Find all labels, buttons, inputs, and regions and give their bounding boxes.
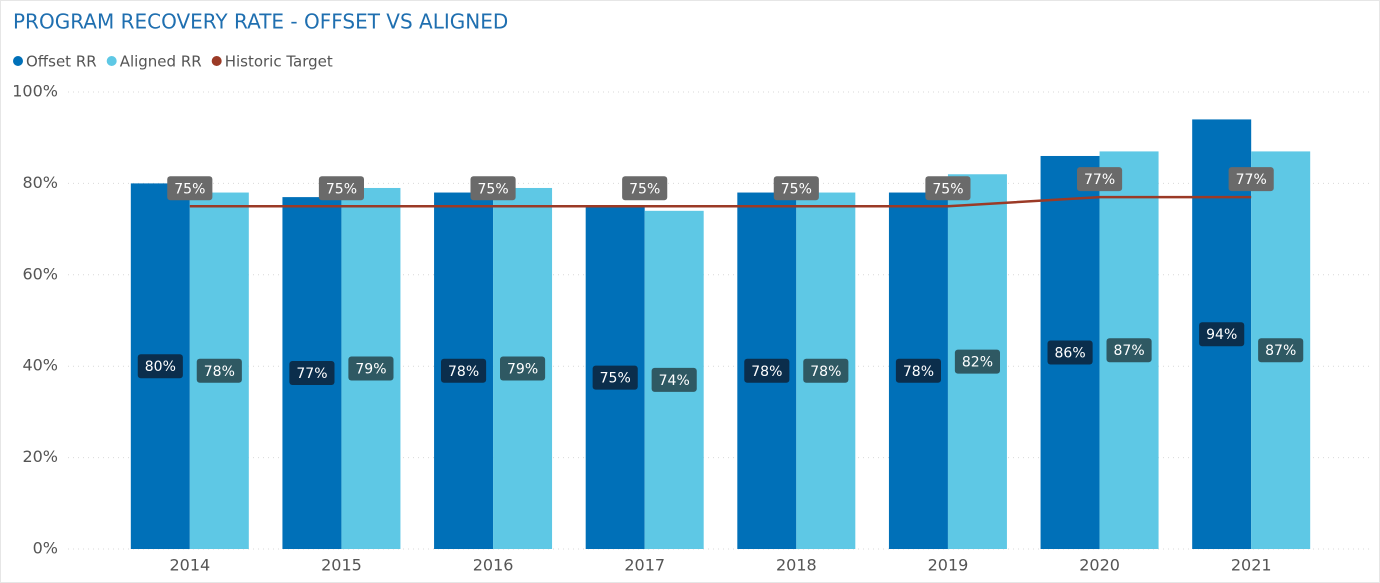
data-label: 80% — [145, 359, 176, 375]
label-bg — [1199, 322, 1245, 347]
label-bg — [1258, 338, 1304, 363]
label-bg — [651, 367, 697, 392]
label-bg — [500, 356, 546, 381]
data-label: 78% — [448, 364, 479, 380]
x-tick-label: 2015 — [321, 556, 362, 575]
data-label: 75% — [781, 181, 812, 197]
data-label: 75% — [629, 181, 660, 197]
label-bg — [167, 176, 213, 201]
label-bg — [441, 358, 487, 383]
label-bg — [318, 176, 364, 201]
data-label: 75% — [932, 181, 963, 197]
data-label: 87% — [1114, 343, 1145, 359]
label-bg — [196, 358, 242, 383]
label-bg — [1077, 167, 1123, 192]
data-label: 74% — [659, 373, 690, 389]
label-bg — [1047, 340, 1093, 365]
label-bg — [744, 358, 790, 383]
data-label: 75% — [600, 371, 631, 387]
legend-label: Aligned RR — [120, 53, 202, 71]
legend-label: Historic Target — [225, 53, 333, 71]
legend-marker — [13, 56, 23, 66]
data-label: 87% — [1265, 343, 1296, 359]
y-tick-label: 20% — [22, 447, 58, 466]
data-label: 78% — [751, 364, 782, 380]
data-label: 75% — [326, 181, 357, 197]
x-tick-label: 2018 — [776, 556, 817, 575]
x-tick-label: 2020 — [1079, 556, 1120, 575]
y-tick-label: 40% — [22, 356, 58, 375]
label-bg — [622, 176, 668, 201]
label-bg — [1228, 167, 1274, 192]
label-bg — [925, 176, 971, 201]
data-label: 75% — [174, 181, 205, 197]
label-bg — [592, 365, 638, 390]
data-label: 75% — [478, 181, 509, 197]
legend-marker — [211, 56, 222, 66]
data-label: 77% — [1236, 172, 1267, 188]
label-bg — [954, 349, 1000, 374]
data-label: 79% — [507, 361, 538, 377]
chart-title: PROGRAM RECOVERY RATE - OFFSET VS ALIGNE… — [13, 10, 508, 34]
label-bg — [348, 356, 394, 381]
data-label: 77% — [1084, 172, 1115, 188]
y-tick-label: 100% — [12, 82, 58, 101]
x-tick-label: 2016 — [473, 556, 514, 575]
data-label: 77% — [296, 366, 327, 382]
data-label: 82% — [962, 355, 993, 371]
label-bg — [803, 358, 849, 383]
legend-label: Offset RR — [26, 53, 97, 71]
data-label: 78% — [810, 364, 841, 380]
x-tick-label: 2021 — [1231, 556, 1272, 575]
x-tick-label: 2017 — [624, 556, 665, 575]
data-label: 94% — [1206, 327, 1237, 343]
label-bg — [470, 176, 516, 201]
label-bg — [895, 358, 941, 383]
data-label: 79% — [355, 361, 386, 377]
y-tick-label: 80% — [22, 173, 58, 192]
data-label: 86% — [1055, 345, 1086, 361]
x-tick-label: 2019 — [928, 556, 969, 575]
y-tick-label: 0% — [33, 539, 58, 558]
label-bg — [137, 354, 183, 379]
line — [189, 195, 1252, 208]
x-tick-label: 2014 — [169, 556, 210, 575]
legend-marker — [106, 56, 117, 66]
y-tick-label: 60% — [22, 264, 58, 283]
data-label: 78% — [204, 364, 235, 380]
label-bg — [773, 176, 819, 201]
label-bg — [289, 361, 335, 386]
label-bg — [1106, 338, 1152, 363]
data-label: 78% — [903, 364, 934, 380]
